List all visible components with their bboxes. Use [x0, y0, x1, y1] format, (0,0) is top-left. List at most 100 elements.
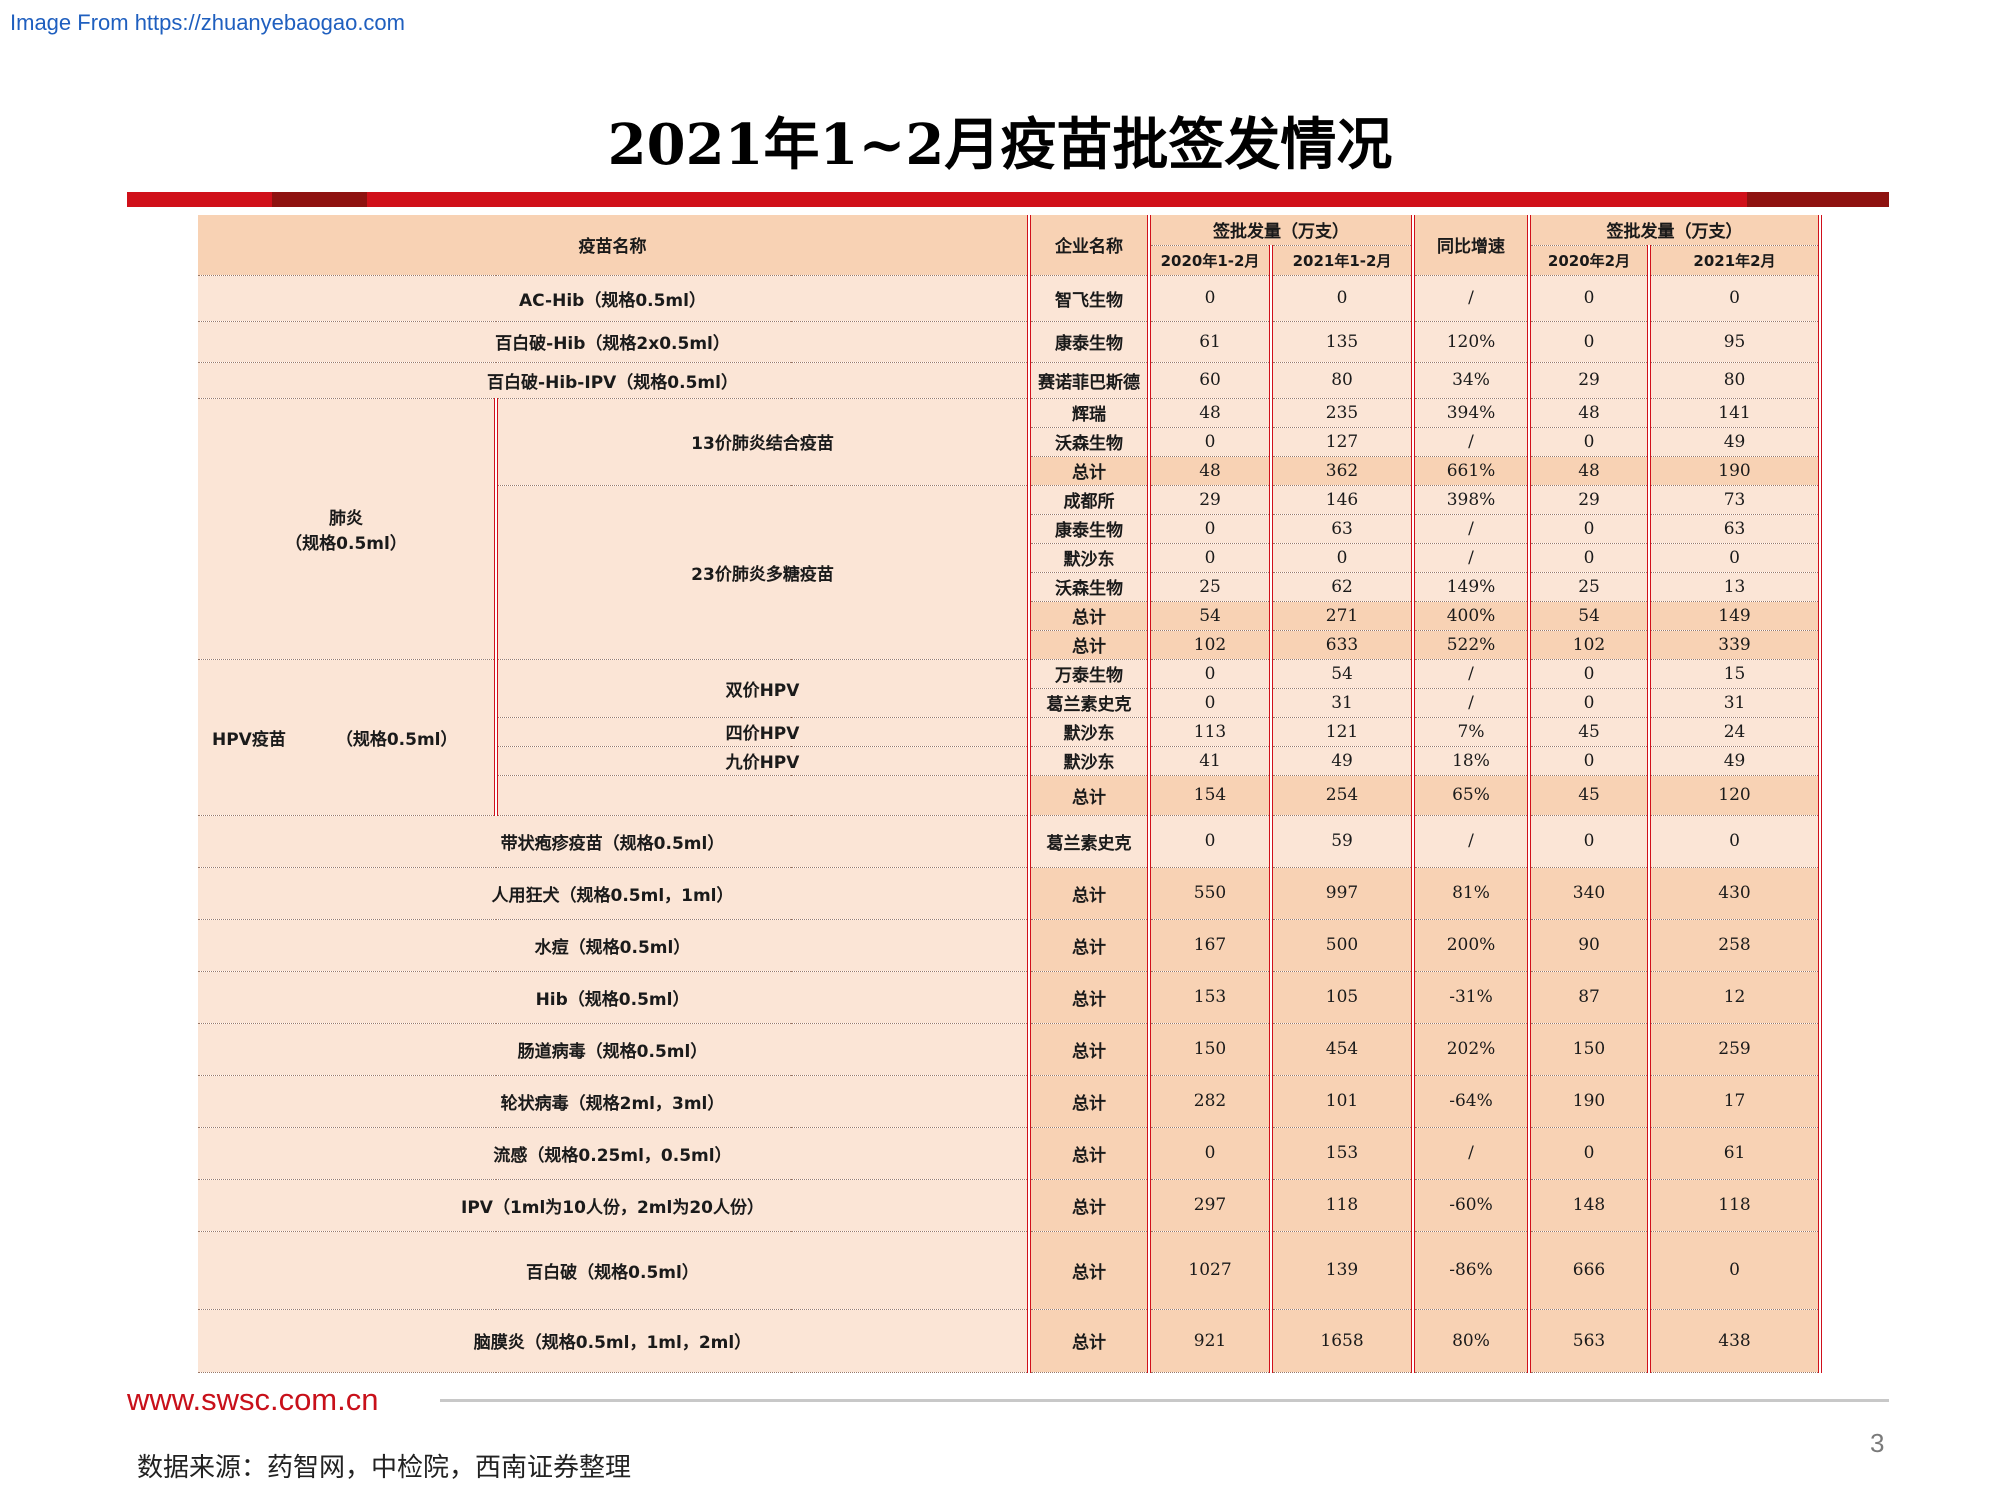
value-2020-feb: 0: [1527, 746, 1650, 776]
company-name: 总计: [1029, 456, 1150, 486]
value-yoy-1: 522%: [1411, 630, 1530, 660]
value-2021-jan-feb: 127: [1269, 427, 1414, 457]
company-name: 总计: [1029, 1127, 1150, 1180]
value-2021-feb: 259: [1647, 1023, 1821, 1076]
company-name: 默沙东: [1029, 746, 1150, 776]
value-2021-feb: 13: [1647, 572, 1821, 602]
value-2020-jan-feb: 282: [1147, 1075, 1272, 1128]
value-2020-feb: 148: [1527, 1179, 1650, 1232]
vaccine-name: 肠道病毒（规格0.5ml）: [198, 1023, 1032, 1076]
footer-url-link[interactable]: www.swsc.com.cn: [127, 1382, 379, 1417]
value-2020-feb: 150: [1527, 1023, 1650, 1076]
value-2020-jan-feb: 921: [1147, 1309, 1272, 1373]
company-name: 总计: [1029, 1309, 1150, 1373]
value-2020-feb: 563: [1527, 1309, 1650, 1373]
value-2020-jan-feb: 1027: [1147, 1231, 1272, 1310]
table-row: 肺炎 （规格0.5ml）13价肺炎结合疫苗辉瑞48235394%48141196…: [198, 398, 1821, 660]
page-number: 3: [1870, 1428, 1885, 1458]
value-2020-jan-feb: 0: [1147, 688, 1272, 718]
watermark-link[interactable]: Image From https://zhuanyebaogao.com: [10, 10, 405, 35]
value-2021-feb: 430: [1647, 867, 1821, 920]
value-2020-feb: 29: [1527, 485, 1650, 515]
company-name: 默沙东: [1029, 717, 1150, 747]
value-2021-jan-feb: 121: [1269, 717, 1414, 747]
header-issue-volume-1: 签批发量（万支）: [1147, 215, 1414, 246]
value-2020-feb: 0: [1527, 427, 1650, 457]
company-name: 赛诺菲巴斯德: [1029, 362, 1150, 399]
value-2021-jan-feb: 153: [1269, 1127, 1414, 1180]
value-2020-feb: 102: [1527, 630, 1650, 660]
vaccine-table: 疫苗名称 企业名称 签批发量（万支） 同比增速 签批发量（万支） 同比增速 20…: [198, 215, 1822, 1373]
value-2020-jan-feb: 154: [1147, 775, 1272, 816]
value-2020-jan-feb: 153: [1147, 971, 1272, 1024]
company-name: 葛兰素史克: [1029, 815, 1150, 868]
vaccine-name: 百白破-Hib（规格2x0.5ml）: [198, 321, 1032, 363]
value-yoy-1: 80%: [1411, 1309, 1530, 1373]
vaccine-name: 脑膜炎（规格0.5ml，1ml，2ml）: [198, 1309, 1032, 1373]
value-2020-jan-feb: 54: [1147, 601, 1272, 631]
value-2020-feb: 0: [1527, 688, 1650, 718]
vaccine-name: Hib（规格0.5ml）: [198, 971, 1032, 1024]
value-2020-jan-feb: 0: [1147, 659, 1272, 689]
ppv23-label: 23价肺炎多糖疫苗: [493, 485, 1032, 660]
value-yoy-1: 65%: [1411, 775, 1530, 816]
company-name: 沃森生物: [1029, 572, 1150, 602]
value-yoy-1: -31%: [1411, 971, 1530, 1024]
value-yoy-1: 661%: [1411, 456, 1530, 486]
value-2021-feb: 80: [1647, 362, 1821, 399]
value-2021-feb: 258: [1647, 919, 1821, 972]
vaccine-name: 带状疱疹疫苗（规格0.5ml）: [198, 815, 1032, 868]
vaccine-name: 人用狂犬（规格0.5ml，1ml）: [198, 867, 1032, 920]
value-2020-jan-feb: 0: [1147, 427, 1272, 457]
value-2021-jan-feb: 139: [1269, 1231, 1414, 1310]
value-2021-feb: 0: [1647, 275, 1821, 322]
value-yoy-1: 149%: [1411, 572, 1530, 602]
value-yoy-1: -60%: [1411, 1179, 1530, 1232]
value-2021-feb: 120: [1647, 775, 1821, 816]
vaccine-name: 水痘（规格0.5ml）: [198, 919, 1032, 972]
value-2021-feb: 15: [1647, 659, 1821, 689]
value-yoy-1: 34%: [1411, 362, 1530, 399]
value-2021-jan-feb: 118: [1269, 1179, 1414, 1232]
value-2021-feb: 17: [1647, 1075, 1821, 1128]
value-2021-feb: 31: [1647, 688, 1821, 718]
value-2021-feb: 141: [1647, 398, 1821, 428]
value-2020-feb: 48: [1527, 398, 1650, 428]
value-2020-jan-feb: 61: [1147, 321, 1272, 363]
value-2020-jan-feb: 113: [1147, 717, 1272, 747]
company-name: 总计: [1029, 1023, 1150, 1076]
company-name: 总计: [1029, 1231, 1150, 1310]
hpv-group-label: HPV疫苗 （规格0.5ml）: [198, 659, 496, 816]
header-vaccine-name: 疫苗名称: [198, 215, 1032, 276]
value-2021-jan-feb: 80: [1269, 362, 1414, 399]
company-name: 辉瑞: [1029, 398, 1150, 428]
value-2020-feb: 666: [1527, 1231, 1650, 1310]
value-2021-jan-feb: 49: [1269, 746, 1414, 776]
value-2021-jan-feb: 54: [1269, 659, 1414, 689]
value-2021-jan-feb: 135: [1269, 321, 1414, 363]
header-yoy-1: 同比增速: [1411, 215, 1530, 276]
value-2021-feb: 0: [1647, 543, 1821, 573]
company-name: 康泰生物: [1029, 321, 1150, 363]
company-name: 总计: [1029, 1075, 1150, 1128]
table-row: 脑膜炎（规格0.5ml，1ml，2ml）总计921165880%563438-2…: [198, 1309, 1821, 1373]
value-2020-jan-feb: 550: [1147, 867, 1272, 920]
value-2021-jan-feb: 500: [1269, 919, 1414, 972]
value-2021-jan-feb: 59: [1269, 815, 1414, 868]
value-yoy-1: 202%: [1411, 1023, 1530, 1076]
value-2021-feb: 95: [1647, 321, 1821, 363]
table-row: 百白破-Hib-IPV（规格0.5ml）赛诺菲巴斯德608034%2980173…: [198, 362, 1821, 399]
pcv13-label: 13价肺炎结合疫苗: [493, 398, 1032, 486]
